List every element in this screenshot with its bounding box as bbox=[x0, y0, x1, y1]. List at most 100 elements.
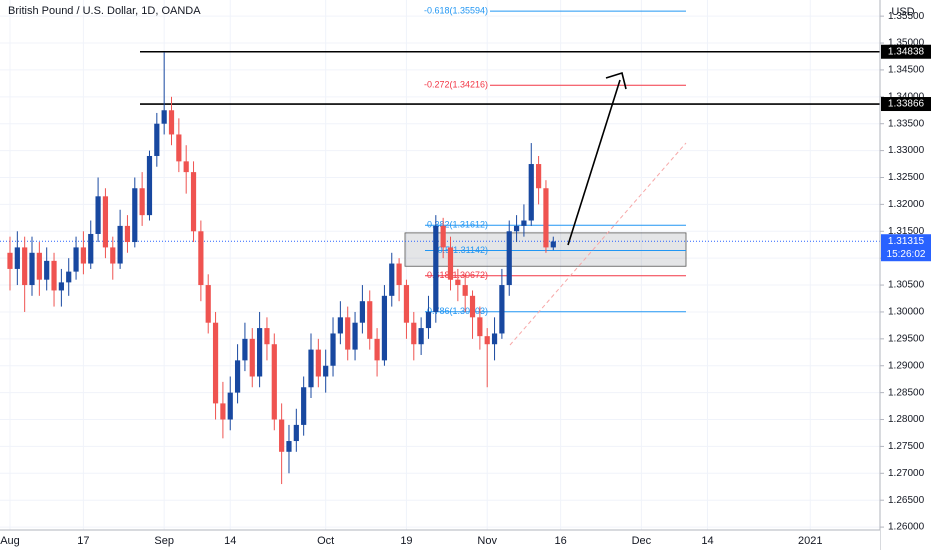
candle-body bbox=[403, 285, 410, 323]
candle-body bbox=[183, 161, 189, 173]
candle-body bbox=[506, 231, 512, 286]
candle-body bbox=[411, 322, 417, 345]
candle-body bbox=[330, 333, 336, 366]
candle-body bbox=[36, 252, 42, 280]
candle-body bbox=[220, 403, 226, 420]
candle-body bbox=[117, 225, 123, 264]
candle-body bbox=[227, 392, 233, 420]
candle-body bbox=[389, 263, 395, 296]
candle-body bbox=[528, 164, 534, 221]
candle-body bbox=[491, 333, 498, 345]
x-tick-label: 19 bbox=[400, 535, 412, 547]
arrow-head bbox=[605, 71, 627, 90]
candle-body bbox=[359, 301, 365, 323]
y-tick-label: 1.33500 bbox=[888, 118, 925, 129]
price-tag bbox=[881, 234, 931, 262]
candle-body bbox=[425, 311, 432, 329]
y-tick-label: 1.26000 bbox=[888, 522, 925, 533]
x-tick-label: Oct bbox=[317, 535, 334, 547]
y-tick-label: 1.30000 bbox=[888, 307, 925, 318]
time-axis bbox=[0, 530, 880, 550]
x-tick-label: Aug bbox=[0, 535, 20, 547]
currency: USD bbox=[891, 6, 914, 18]
candle-body bbox=[301, 387, 307, 425]
candle-body bbox=[132, 188, 138, 243]
candle-body bbox=[198, 231, 204, 286]
candle-body bbox=[308, 349, 314, 388]
candle-body bbox=[433, 225, 439, 312]
y-tick-label: 1.29500 bbox=[888, 333, 925, 344]
candle-body bbox=[168, 110, 175, 135]
candle-body bbox=[205, 285, 211, 323]
candle-body bbox=[22, 247, 28, 286]
candle-body bbox=[293, 424, 299, 442]
y-tick-label: 1.31500 bbox=[888, 226, 925, 237]
y-tick-label: 1.35000 bbox=[888, 38, 925, 49]
candle-body bbox=[484, 336, 490, 345]
candle-body bbox=[271, 344, 277, 420]
x-tick-label: Sep bbox=[154, 535, 174, 547]
x-tick-label: Dec bbox=[632, 535, 652, 547]
y-tick-label: 1.28000 bbox=[888, 414, 925, 425]
candle-body bbox=[73, 247, 79, 272]
trend-line bbox=[509, 142, 687, 346]
y-tick-label: 1.32500 bbox=[888, 172, 925, 183]
y-tick-label: 1.26500 bbox=[888, 495, 925, 506]
candle-body bbox=[447, 247, 454, 280]
candle-body bbox=[14, 247, 20, 269]
candle-body bbox=[110, 247, 116, 264]
candle-body bbox=[257, 328, 263, 377]
axis-labels: 1.26000 1.26500 1.27000 1.27500 1.28000 1.285… bbox=[0, 11, 931, 547]
candle-body bbox=[337, 317, 343, 334]
x-tick-label: 2021 bbox=[798, 535, 822, 547]
candle-body bbox=[88, 233, 94, 264]
candle-body bbox=[462, 285, 468, 296]
candle-body bbox=[477, 317, 483, 337]
candle-body bbox=[139, 188, 145, 216]
candle-body bbox=[242, 338, 248, 361]
y-tick-label: 1.34000 bbox=[888, 91, 925, 102]
candle-body bbox=[279, 419, 285, 452]
candle-body bbox=[146, 155, 153, 216]
level-tag bbox=[881, 44, 931, 59]
candle-body bbox=[264, 328, 270, 345]
level-tag-label: 1.34838 bbox=[888, 46, 925, 57]
candle-body bbox=[58, 282, 64, 291]
level-tag-label: 1.33866 bbox=[888, 99, 925, 110]
candle-body bbox=[7, 252, 13, 269]
fib-label: -0.272(1.34216) bbox=[424, 80, 488, 90]
candle-body bbox=[455, 279, 461, 286]
candles bbox=[7, 52, 556, 485]
chart-title: British Pound / U.S. Dollar, 1D, OANDA bbox=[8, 5, 201, 17]
candle-body bbox=[536, 164, 542, 189]
x-tick-label: 14 bbox=[224, 535, 236, 547]
candle-body bbox=[315, 349, 321, 377]
candle-body bbox=[161, 110, 167, 124]
candle-body bbox=[44, 260, 50, 280]
y-tick-label: 1.33000 bbox=[888, 145, 925, 156]
price-tag-label: 1.31315 bbox=[888, 236, 925, 247]
candle-body bbox=[367, 301, 373, 339]
candle-body bbox=[381, 295, 388, 361]
candle-body bbox=[66, 271, 72, 283]
candle-body bbox=[469, 295, 476, 318]
candle-body bbox=[543, 188, 549, 248]
candle-body bbox=[234, 360, 241, 393]
y-tick-label: 1.27500 bbox=[888, 441, 925, 452]
candle-body bbox=[440, 225, 446, 248]
x-tick-label: Nov bbox=[477, 535, 497, 547]
y-tick-label: 1.27000 bbox=[888, 468, 925, 479]
candle-body bbox=[345, 317, 351, 350]
fib-label: -0.618(1.35594) bbox=[424, 5, 488, 15]
level-tag bbox=[881, 97, 931, 112]
candle-body bbox=[418, 328, 424, 345]
y-tick-label: 1.29000 bbox=[888, 360, 925, 371]
candle-body bbox=[51, 260, 57, 291]
price-axis bbox=[880, 0, 932, 550]
candle-body bbox=[396, 263, 402, 286]
candle-body bbox=[29, 252, 35, 286]
fib-label: 0.382(1.31612) bbox=[427, 220, 488, 230]
x-tick-label: 17 bbox=[77, 535, 89, 547]
